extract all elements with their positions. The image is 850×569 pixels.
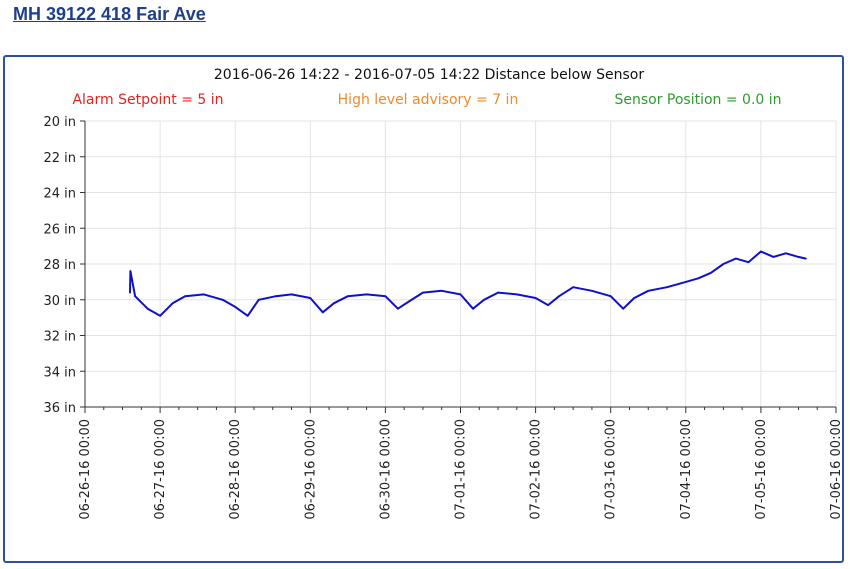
y-tick-label: 36 in <box>43 401 76 416</box>
data-point <box>534 297 537 299</box>
data-point <box>647 289 650 292</box>
y-tick-label: 28 in <box>43 258 76 273</box>
data-point <box>290 293 293 296</box>
data-point <box>246 314 249 317</box>
x-tick-label: 07-06-16 00:00 <box>829 419 844 520</box>
x-tick-label: 07-03-16 00:00 <box>604 419 619 520</box>
data-point <box>697 277 700 280</box>
data-point <box>633 297 636 299</box>
data-point <box>234 306 237 308</box>
data-point <box>171 302 174 305</box>
data-point <box>397 307 399 310</box>
chart-frame: 2016-06-26 14:22 - 2016-07-05 14:22 Dist… <box>3 55 844 563</box>
data-point <box>472 307 474 310</box>
data-point <box>129 270 132 272</box>
y-tick-label: 22 in <box>43 151 76 166</box>
data-point <box>459 293 462 296</box>
x-axis-labels: 06-26-16 00:00 06-27-16 00:00 06-28-16 00:… <box>78 419 844 520</box>
x-tick-label: 06-30-16 00:00 <box>378 419 393 520</box>
data-point <box>760 250 762 253</box>
sensor-position-label: Sensor Position = 0.0 in <box>614 92 781 108</box>
data-point <box>129 291 131 294</box>
data-point <box>408 300 410 303</box>
y-tick-label: 30 in <box>43 294 76 309</box>
line-chart: 2016-06-26 14:22 - 2016-07-05 14:22 Dist… <box>43 67 844 520</box>
data-point <box>275 295 277 298</box>
y-tick-label: 24 in <box>43 187 76 202</box>
data-point <box>785 252 787 255</box>
y-tick-label: 32 in <box>43 330 76 345</box>
data-point <box>515 293 518 296</box>
data-point <box>146 307 149 310</box>
data-point <box>609 295 612 298</box>
data-point <box>497 291 499 294</box>
y-tick-label: 20 in <box>43 115 76 130</box>
data-point <box>722 263 725 265</box>
data-point <box>346 295 349 298</box>
data-point <box>134 295 137 298</box>
y-axis-labels: 20 in 22 in 24 in 26 in 28 in 30 in 32 in 34 in… <box>43 115 76 416</box>
data-point <box>440 289 443 292</box>
x-tick-label: 06-28-16 00:00 <box>228 419 243 520</box>
alarm-setpoint-label: Alarm Setpoint = 5 in <box>72 92 223 108</box>
x-tick-label: 06-29-16 00:00 <box>303 419 318 520</box>
x-tick-label: 07-02-16 00:00 <box>529 419 544 520</box>
data-point <box>321 311 324 314</box>
series-line <box>129 250 807 317</box>
data-point <box>184 295 187 298</box>
data-point <box>159 314 162 317</box>
x-tick-label: 06-26-16 00:00 <box>78 419 93 520</box>
x-tick-label: 06-27-16 00:00 <box>153 419 168 520</box>
data-point <box>547 304 549 306</box>
data-point <box>572 286 575 289</box>
data-point <box>797 256 800 258</box>
axes <box>80 120 837 413</box>
data-point <box>422 291 424 294</box>
x-tick-label: 07-04-16 00:00 <box>679 419 694 520</box>
data-point <box>772 256 775 258</box>
data-point <box>558 295 560 298</box>
data-point <box>591 289 593 292</box>
grid <box>84 120 837 408</box>
data-point <box>257 298 260 301</box>
y-tick-label: 34 in <box>43 365 76 380</box>
chart-title: 2016-06-26 14:22 - 2016-07-05 14:22 Dist… <box>214 67 644 83</box>
high-level-advisory-label: High level advisory = 7 in <box>338 92 519 108</box>
data-point <box>805 257 807 260</box>
data-point <box>735 257 737 260</box>
data-point <box>384 295 387 298</box>
data-point <box>203 293 205 296</box>
x-tick-label: 07-05-16 00:00 <box>754 419 769 520</box>
data-point <box>483 298 485 301</box>
data-point <box>709 272 712 274</box>
data-point <box>747 261 750 264</box>
data-point <box>365 293 368 296</box>
series-layer <box>129 250 807 317</box>
x-tick-label: 07-01-16 00:00 <box>454 419 469 520</box>
data-point <box>309 297 312 299</box>
data-point <box>332 302 335 305</box>
data-point <box>622 307 625 310</box>
y-tick-label: 26 in <box>43 222 76 237</box>
data-point <box>666 286 668 289</box>
page-title[interactable]: MH 39122 418 Fair Ave <box>13 4 206 24</box>
data-point <box>221 298 224 301</box>
data-point <box>684 281 687 283</box>
